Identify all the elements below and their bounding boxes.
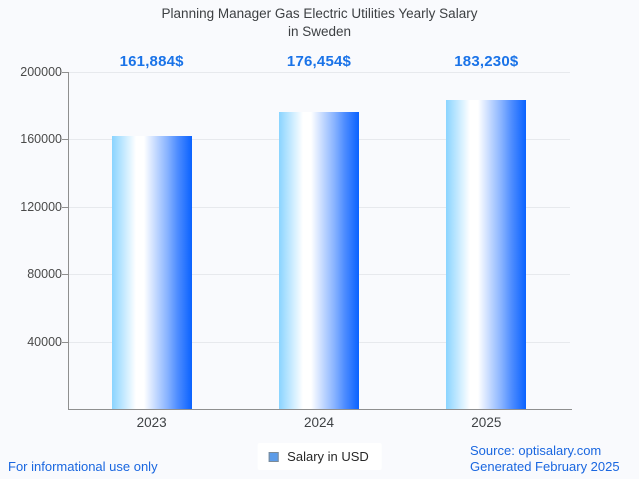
chart-title-line2: in Sweden — [287, 23, 352, 39]
legend-label: Salary in USD — [287, 449, 369, 464]
disclaimer-note: For informational use only — [8, 459, 158, 474]
y-tick-mark — [62, 341, 68, 343]
chart-title-line1: Planning Manager Gas Electric Utilities … — [161, 6, 478, 21]
legend: Salary in USD — [257, 443, 382, 470]
legend-swatch-icon — [268, 451, 279, 462]
y-tick-label: 160000 — [20, 132, 62, 147]
x-tick-label-2024: 2024 — [303, 415, 335, 430]
gridline — [69, 72, 570, 73]
source-line: Source: optisalary.com — [470, 443, 602, 458]
bar-2024 — [279, 111, 359, 409]
y-tick-label: 40000 — [27, 334, 62, 349]
y-tick-mark — [62, 206, 68, 208]
value-label-2024: 176,454$ — [286, 53, 352, 70]
y-tick-label: 80000 — [27, 267, 62, 282]
x-tick-label-2025: 2025 — [471, 415, 502, 430]
y-tick-mark — [62, 139, 68, 141]
y-tick-label: 200000 — [20, 65, 62, 79]
y-tick-mark — [62, 72, 68, 73]
x-axis-line — [68, 409, 572, 410]
chart-title: Planning Manager Gas Electric Utilities … — [0, 5, 639, 40]
y-tick-mark — [62, 274, 68, 276]
value-label-2025: 183,230$ — [454, 53, 519, 70]
value-label-2023: 161,884$ — [119, 53, 184, 70]
source-attribution: Source: optisalary.com Generated Februar… — [470, 443, 620, 475]
y-axis-line — [68, 72, 69, 410]
x-tick-label-2023: 2023 — [136, 415, 167, 430]
y-tick-label: 120000 — [20, 199, 62, 214]
bar-2025 — [446, 100, 527, 409]
generated-date: Generated February 2025 — [470, 459, 620, 474]
bar-2023 — [111, 136, 192, 409]
